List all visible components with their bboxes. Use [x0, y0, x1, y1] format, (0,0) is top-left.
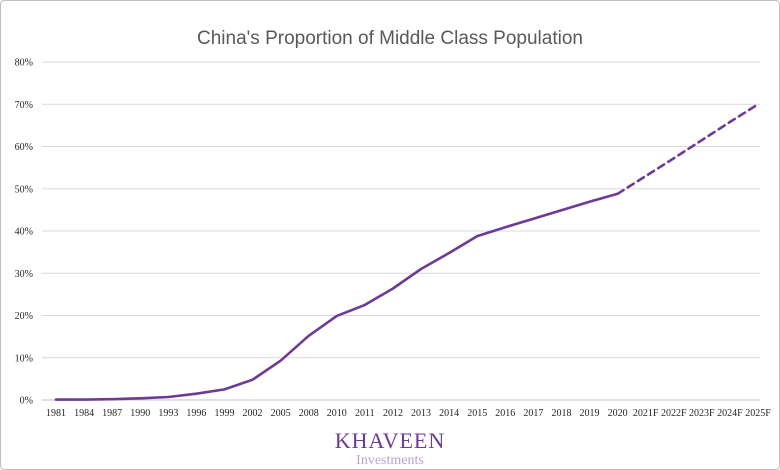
x-tick-label: 2015	[467, 408, 487, 419]
series-group	[54, 103, 760, 401]
x-tick-label: 2024F	[717, 408, 743, 419]
x-tick-label: 1996	[186, 408, 206, 419]
x-tick-label: 2012	[383, 408, 403, 419]
y-tick-label: 10%	[15, 353, 33, 364]
x-tick-label: 2008	[299, 408, 319, 419]
y-tick-label: 80%	[15, 58, 33, 69]
y-tick-label: 70%	[15, 100, 33, 111]
gridlines	[42, 61, 760, 401]
x-tick-label: 2013	[411, 408, 431, 419]
chart-title: China's Proportion of Middle Class Popul…	[197, 28, 583, 49]
x-tick-label: 2019	[580, 408, 600, 419]
y-axis-ticks: 0% 10% 20% 30% 40% 50% 60% 70% 80%	[15, 58, 33, 407]
x-tick-label: 2020	[608, 408, 628, 419]
x-tick-label: 2022F	[661, 408, 687, 419]
x-tick-label: 1990	[130, 408, 150, 419]
brand-tagline: Investments	[356, 453, 424, 468]
x-tick-label: 2011	[355, 408, 375, 419]
x-tick-label: 2010	[327, 408, 347, 419]
x-tick-label: 1993	[158, 408, 178, 419]
x-tick-label: 2002	[243, 408, 263, 419]
x-axis-ticks: 1981 1984 1987 1990 1993 1996 1999 2002 2005 2008…	[46, 408, 771, 419]
y-tick-label: 20%	[15, 311, 33, 322]
y-tick-label: 50%	[15, 184, 33, 195]
x-tick-label: 1999	[214, 408, 234, 419]
x-tick-label: 2023F	[689, 408, 715, 419]
x-tick-label: 2005	[271, 408, 291, 419]
x-tick-label: 2014	[439, 408, 459, 419]
x-tick-label: 1984	[74, 408, 94, 419]
y-tick-label: 60%	[15, 142, 33, 153]
actual-line	[54, 192, 619, 401]
x-tick-label: 1981	[46, 408, 66, 419]
forecast-line	[616, 103, 760, 196]
y-tick-label: 30%	[15, 269, 33, 280]
x-tick-label: 2021F	[633, 408, 659, 419]
y-tick-label: 0%	[20, 396, 33, 407]
x-tick-label: 2025F	[745, 408, 771, 419]
brand-logo-text: KHAVEEN	[334, 428, 446, 453]
x-tick-label: 2016	[495, 408, 515, 419]
x-tick-label: 2018	[551, 408, 571, 419]
y-tick-label: 40%	[15, 227, 33, 238]
x-tick-label: 1987	[102, 408, 122, 419]
x-tick-label: 2017	[523, 408, 543, 419]
